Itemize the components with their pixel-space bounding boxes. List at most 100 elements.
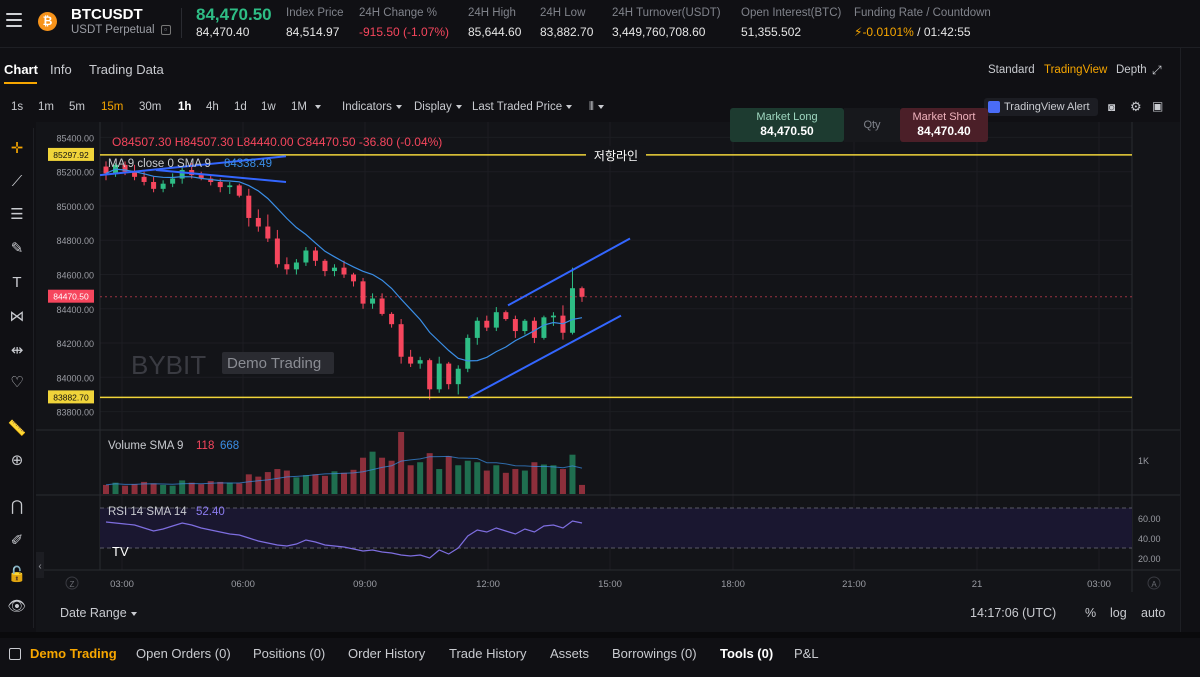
low-label: 24H Low [540, 7, 586, 19]
market-short-button[interactable]: Market Short 84,470.40 [900, 108, 988, 142]
channel-lower[interactable] [467, 314, 622, 399]
tab-trading-data[interactable]: Trading Data [89, 62, 164, 77]
resistance-price-tag-text: 85297.92 [53, 150, 89, 160]
contract-info-icon[interactable]: ▫ [160, 24, 171, 35]
tab-trade-history[interactable]: Trade History [449, 646, 527, 661]
ruler-icon[interactable]: 📏 [7, 420, 27, 437]
candle-body [436, 363, 442, 390]
interval-1d[interactable]: 1d [234, 101, 247, 113]
volume-sma-line [105, 455, 583, 486]
tab-pnl[interactable]: P&L [794, 646, 819, 661]
candle-body [274, 238, 280, 265]
lock-drawings-icon[interactable]: ✐ [10, 532, 24, 549]
settings-icon[interactable]: ⚙ [1130, 99, 1142, 114]
indicators-dropdown[interactable]: Indicators [342, 101, 402, 113]
tradingview-logo: TV [112, 544, 129, 559]
brush-icon[interactable]: ✎ [10, 240, 24, 257]
external-icon[interactable] [9, 648, 21, 660]
tab-open-orders[interactable]: Open Orders (0) [136, 646, 231, 661]
open-interest-label: Open Interest(BTC) [741, 7, 842, 19]
percent-scale-toggle[interactable]: % [1085, 606, 1097, 620]
zoom-in-icon[interactable]: ⊕ [10, 452, 24, 469]
interval-1s[interactable]: 1s [11, 101, 24, 113]
view-depth[interactable]: Depth [1116, 64, 1147, 76]
text-icon[interactable]: T [12, 274, 22, 291]
chart-type-icon[interactable]: ⫴ [589, 101, 604, 114]
candle-body [122, 164, 128, 172]
interval-1h[interactable]: 1h [178, 101, 192, 113]
candle-body [503, 312, 509, 320]
volume-bar [245, 474, 252, 494]
candle-body [170, 178, 176, 184]
interval-5m[interactable]: 5m [69, 101, 85, 113]
price-tick: 84200.00 [56, 339, 94, 349]
alert-icon [988, 101, 1000, 113]
interval-4h[interactable]: 4h [206, 101, 219, 113]
interval-30m[interactable]: 30m [139, 101, 162, 113]
volume-bar [417, 462, 424, 494]
candle-body [141, 176, 147, 182]
view-tradingview[interactable]: TradingView [1044, 64, 1108, 76]
pattern-icon[interactable]: ⋈ [9, 308, 25, 325]
candle-body [484, 320, 490, 328]
log-scale-toggle[interactable]: log [1110, 606, 1127, 620]
tab-info[interactable]: Info [50, 62, 72, 77]
fib-lines-icon[interactable]: ☰ [10, 206, 24, 223]
tab-chart[interactable]: Chart [4, 62, 38, 77]
view-standard[interactable]: Standard [988, 64, 1035, 76]
resistance-label-bg [586, 145, 646, 163]
support-price-tag [48, 390, 94, 404]
top-bar: ₿ BTCUSDT USDT Perpetual ▫ 84,470.50 84,4… [0, 0, 1200, 48]
ohlc-value: L84440.00 [233, 135, 293, 149]
interval-1m[interactable]: 1m [38, 101, 54, 113]
rsi-line [105, 520, 583, 559]
volume-bar [207, 481, 214, 494]
tab-demo-trading[interactable]: Demo Trading [30, 646, 117, 661]
lock-icon[interactable]: 🔓 [7, 566, 27, 583]
trendline-top-left[interactable] [99, 155, 287, 177]
tab-order-history[interactable]: Order History [348, 646, 426, 661]
price-type-dropdown[interactable]: Last Traded Price [472, 101, 573, 113]
camera-icon[interactable]: ◙ [1108, 100, 1116, 114]
auto-fit-icon[interactable] [1147, 576, 1161, 590]
price-chart[interactable]: 85400.00 85200.00 85000.00 84800.00 84600.00… [36, 122, 1180, 632]
candle-body [103, 166, 109, 174]
zoom-reset-icon[interactable] [65, 576, 79, 590]
tab-borrowings[interactable]: Borrowings (0) [612, 646, 697, 661]
collapse-toolbar-handle[interactable] [36, 552, 44, 578]
tab-assets[interactable]: Assets [550, 646, 590, 661]
symbol-name[interactable]: BTCUSDT [71, 6, 143, 23]
ohlc-value: C84470.50 [294, 135, 356, 149]
tab-tools[interactable]: Tools (0) [720, 646, 774, 661]
volume-bar [550, 465, 557, 494]
expand-icon[interactable]: ▣ [1152, 99, 1164, 113]
eye-icon[interactable]: 👁 [7, 598, 27, 615]
prediction-icon[interactable]: ⇹ [10, 342, 24, 359]
interval-1w[interactable]: 1w [261, 101, 276, 113]
candle-body [151, 181, 157, 189]
market-long-button[interactable]: Market Long 84,470.50 [730, 108, 844, 142]
candle-body [474, 320, 480, 338]
interval-1M[interactable]: 1M [291, 101, 321, 113]
change-value: -915.50 (-1.07%) [359, 25, 450, 39]
volume-bar [474, 462, 481, 494]
trendline-icon[interactable]: ⟋ [11, 173, 23, 190]
volume-bar [540, 464, 547, 494]
tradingview-alert-button[interactable]: TradingView Alert [984, 98, 1098, 116]
fullscreen-icon[interactable]: ⤢ [1152, 63, 1162, 77]
date-range-button[interactable]: Date Range [60, 606, 137, 620]
crosshair-icon[interactable]: ✛ [10, 140, 24, 157]
auto-scale-toggle[interactable]: auto [1141, 606, 1166, 620]
channel-upper[interactable] [507, 237, 631, 307]
interval-15m[interactable]: 15m [101, 101, 124, 113]
trendline-down[interactable] [155, 168, 287, 183]
tab-positions[interactable]: Positions (0) [253, 646, 326, 661]
menu-icon[interactable] [6, 13, 22, 27]
qty-input[interactable]: Qty [844, 108, 900, 142]
volume-bar [321, 475, 328, 494]
candle-body [541, 317, 547, 338]
ma-line [105, 168, 583, 362]
heart-icon[interactable]: ♡ [10, 374, 24, 391]
display-dropdown[interactable]: Display [414, 101, 462, 113]
magnet-icon[interactable]: ⋂ [10, 498, 24, 515]
